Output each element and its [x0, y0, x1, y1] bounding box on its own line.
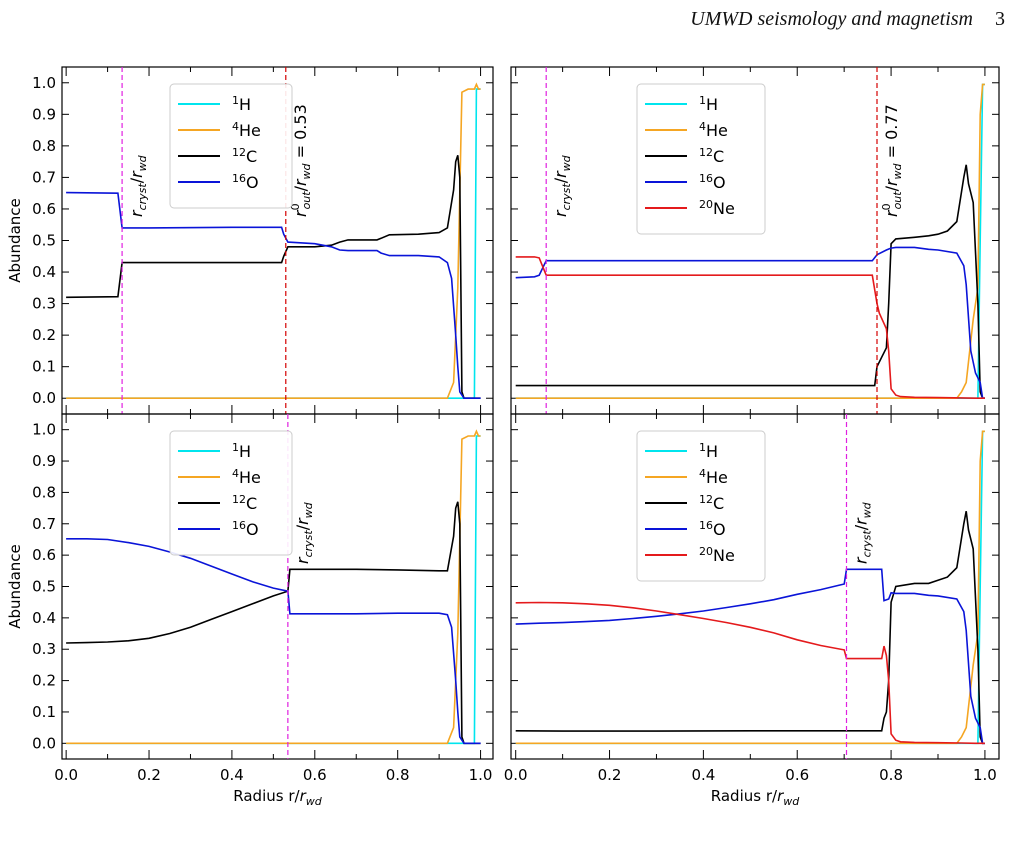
y-tick-label: 0.9	[32, 105, 56, 123]
page-number: 3	[995, 8, 1005, 30]
y-tick-label: 0.4	[32, 263, 56, 281]
x-tick-label: 0.8	[386, 766, 410, 784]
x-tick-label: 0.2	[137, 766, 161, 784]
legend-label-4He: 4He	[232, 467, 261, 487]
legend-label-4He: 4He	[699, 120, 728, 140]
x-tick-label: 0.4	[220, 766, 244, 784]
series-12C	[66, 155, 481, 400]
y-axis-label: Abundance	[6, 544, 24, 629]
legend-label-12C: 12C	[699, 493, 724, 513]
y-tick-label: 0.4	[32, 609, 56, 627]
x-tick-label: 0.2	[598, 766, 622, 784]
legend-box	[169, 83, 293, 209]
series-12C	[515, 511, 985, 745]
series-4He	[515, 83, 985, 400]
y-tick-label: 0.3	[32, 295, 56, 313]
y-tick-label: 0.2	[32, 326, 56, 344]
y-tick-label: 0.0	[32, 734, 56, 752]
y-tick-label: 0.2	[32, 672, 56, 690]
panel-bottom-right: 0.0 0.2 0.4 0.6 0.8 1.0 Radius r/rwd rcryst/rwd…	[504, 413, 1000, 808]
series-12C	[66, 501, 481, 745]
x-axis-label: Radius r/rwd	[711, 787, 800, 808]
header-title: UMWD seismology and magnetism	[690, 8, 973, 30]
series-4He	[66, 429, 481, 745]
series-4He	[515, 430, 985, 745]
x-axis-label: Radius r/rwd	[233, 787, 322, 808]
panel-top-right: rcryst/rwd r0out/rwd = 0.77 1H 4He 12C 16O 20N…	[510, 66, 1000, 415]
y-tick-label: 0.5	[32, 232, 56, 250]
y-tick-label: 0.0	[32, 389, 56, 407]
y-tick-label: 0.6	[32, 200, 56, 218]
y-tick-label: 0.8	[32, 137, 56, 155]
series-16O	[66, 537, 481, 745]
legend-label-16O: 16O	[232, 519, 259, 539]
series-16O	[66, 191, 481, 400]
legend-box	[636, 430, 766, 582]
rout-label: r0out/rwd = 0.77	[880, 104, 904, 217]
series-20Ne	[515, 601, 985, 745]
legend-label-12C: 12C	[232, 493, 257, 513]
x-tick-label: 1.0	[469, 766, 493, 784]
y-tick-label: 0.5	[32, 578, 56, 596]
series-16O	[515, 246, 985, 400]
series-4He	[66, 82, 481, 400]
y-tick-label: 0.9	[32, 452, 56, 470]
legend-label-12C: 12C	[232, 146, 257, 166]
y-tick-label: 0.7	[32, 168, 56, 186]
page-header: UMWD seismology and magnetism 3	[690, 8, 1005, 31]
y-tick-label: 0.7	[32, 515, 56, 533]
y-tick-label: 0.6	[32, 546, 56, 564]
x-tick-label: 0.0	[54, 766, 78, 784]
x-tick-label: 0.6	[303, 766, 327, 784]
legend-label-4He: 4He	[699, 467, 728, 487]
y-tick-label: 0.3	[32, 640, 56, 658]
y-axis-label: Abundance	[6, 198, 24, 283]
series-12C	[515, 164, 985, 400]
x-tick-label: 0.0	[504, 766, 528, 784]
panel-top-left: 0.0 0.1 0.2 0.3 0.4 0.5 0.6 0.7 0.8 0.9 1.0 Abundan…	[6, 66, 494, 415]
y-tick-label: 0.1	[32, 703, 56, 721]
rcryst-label: rcryst/rwd	[551, 154, 573, 217]
legend: 1H 4He 12C 16O	[169, 430, 293, 556]
rout-label: r0out/rwd = 0.53	[289, 104, 313, 217]
rcryst-label: rcryst/rwd	[293, 501, 315, 564]
legend: 1H 4He 12C 16O	[169, 83, 293, 209]
legend: 1H 4He 12C 16O 20Ne	[636, 430, 766, 582]
y-tick-label: 1.0	[32, 421, 56, 439]
legend-box	[636, 83, 766, 235]
y-tick-label: 0.1	[32, 358, 56, 376]
y-tick-label: 1.0	[32, 74, 56, 92]
legend-label-20Ne: 20Ne	[699, 198, 735, 218]
legend-label-16O: 16O	[699, 172, 726, 192]
x-tick-label: 0.6	[785, 766, 809, 784]
x-tick-label: 0.4	[691, 766, 715, 784]
series-20Ne	[515, 256, 985, 400]
legend-box	[169, 430, 293, 556]
legend-label-20Ne: 20Ne	[699, 545, 735, 565]
legend-label-16O: 16O	[699, 519, 726, 539]
legend-label-12C: 12C	[699, 146, 724, 166]
legend-label-1H: 1H	[699, 94, 718, 114]
rcryst-label: rcryst/rwd	[852, 501, 874, 564]
legend-label-4He: 4He	[232, 120, 261, 140]
y-tick-label: 0.8	[32, 483, 56, 501]
legend-label-1H: 1H	[232, 94, 251, 114]
rcryst-label: rcryst/rwd	[127, 154, 149, 217]
legend: 1H 4He 12C 16O 20Ne	[636, 83, 766, 235]
series-16O	[515, 568, 985, 745]
legend-label-1H: 1H	[232, 441, 251, 461]
x-tick-label: 0.8	[879, 766, 903, 784]
panel-bottom-left: 0.0 0.1 0.2 0.3 0.4 0.5 0.6 0.7 0.8 0.9 1.0 0.0 0.2 0…	[6, 413, 494, 808]
legend-label-1H: 1H	[699, 441, 718, 461]
legend-label-16O: 16O	[232, 172, 259, 192]
x-tick-label: 1.0	[973, 766, 997, 784]
